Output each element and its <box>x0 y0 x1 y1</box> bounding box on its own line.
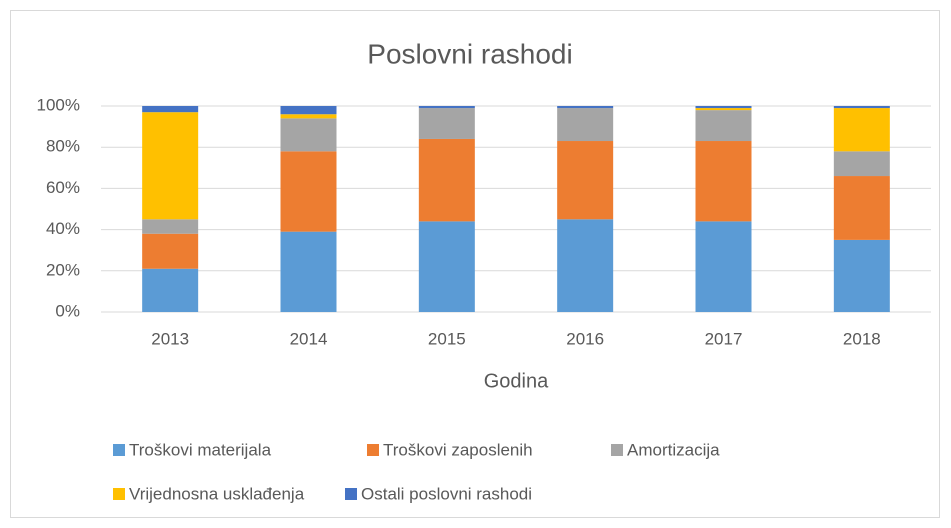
x-axis-title: Godina <box>484 370 549 392</box>
legend-label: Troškovi zaposlenih <box>383 440 533 459</box>
x-tick-label: 2015 <box>428 329 466 348</box>
legend-label: Troškovi materijala <box>129 440 272 459</box>
x-tick-label: 2014 <box>290 329 328 348</box>
y-tick-label: 20% <box>46 260 80 279</box>
x-tick-label: 2017 <box>705 329 743 348</box>
bar-segment <box>695 221 752 312</box>
bar-segment <box>557 106 614 109</box>
bar-segment <box>695 110 752 142</box>
bar-segment <box>280 106 337 115</box>
bar-segment <box>833 176 890 240</box>
bar-segment <box>280 231 337 312</box>
bar-segment <box>695 108 752 111</box>
bar-segment <box>142 268 199 312</box>
bar-segment <box>418 106 475 109</box>
legend-swatch <box>113 488 125 500</box>
bar-segment <box>833 106 890 109</box>
y-tick-label: 40% <box>46 219 80 238</box>
bar-segment <box>142 112 199 220</box>
legend-label: Ostali poslovni rashodi <box>361 484 532 503</box>
legend-swatch <box>345 488 357 500</box>
chart-title: Poslovni rashodi <box>367 38 572 69</box>
bar-segment <box>418 108 475 139</box>
bar-segment <box>695 106 752 109</box>
bar-segment <box>142 219 199 234</box>
bar-segment <box>418 221 475 312</box>
bar-segment <box>142 233 199 269</box>
bar-segment <box>557 108 614 142</box>
y-tick-label: 60% <box>46 178 80 197</box>
bar-segment <box>833 108 890 152</box>
legend-label: Vrijednosna usklađenja <box>129 484 305 503</box>
bar-segment <box>418 138 475 222</box>
bar-segment <box>280 118 337 152</box>
bar-segment <box>557 141 614 220</box>
x-tick-label: 2016 <box>566 329 604 348</box>
legend-swatch <box>367 444 379 456</box>
y-tick-label: 100% <box>37 95 80 114</box>
legend-label: Amortizacija <box>627 440 720 459</box>
legend-swatch <box>611 444 623 456</box>
bar-segment <box>833 239 890 312</box>
bar-segment <box>142 106 199 113</box>
y-tick-label: 0% <box>55 301 80 320</box>
x-tick-label: 2018 <box>843 329 881 348</box>
bar-segment <box>833 151 890 177</box>
bar-segment <box>280 114 337 119</box>
bar-segment <box>280 151 337 232</box>
bar-segment <box>695 141 752 222</box>
bar-segment <box>557 219 614 312</box>
x-tick-label: 2013 <box>151 329 189 348</box>
y-tick-label: 80% <box>46 137 80 156</box>
legend-swatch <box>113 444 125 456</box>
